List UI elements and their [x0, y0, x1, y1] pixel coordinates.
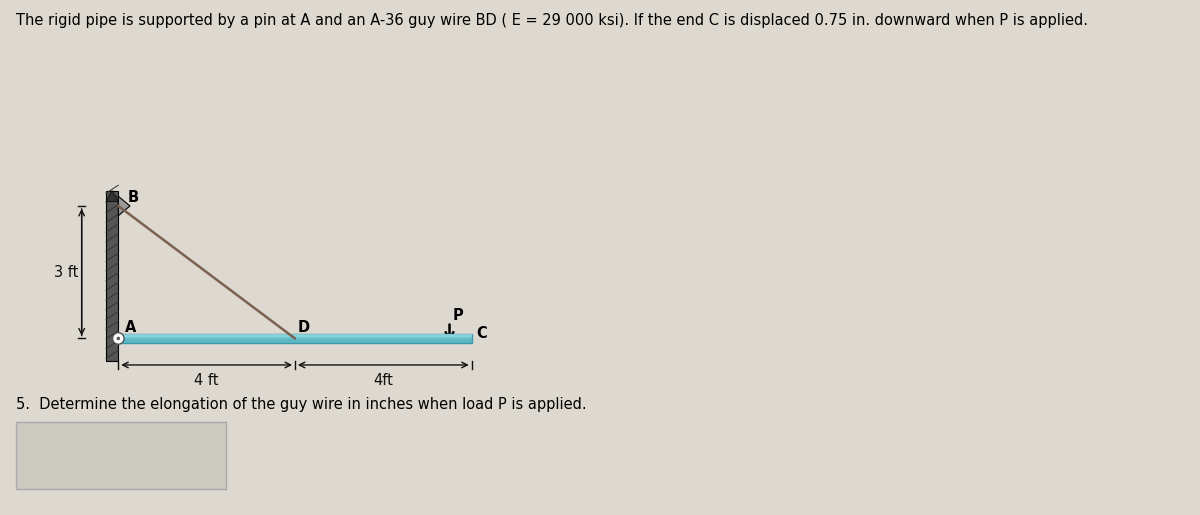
Text: 4 ft: 4 ft [194, 373, 218, 388]
Text: 4ft: 4ft [373, 373, 394, 388]
Text: 5.  Determine the elongation of the guy wire in inches when load P is applied.: 5. Determine the elongation of the guy w… [16, 397, 587, 411]
Text: A: A [125, 320, 137, 335]
Text: P: P [454, 308, 464, 323]
Text: B: B [127, 191, 138, 205]
Text: D: D [298, 320, 310, 335]
Polygon shape [119, 196, 130, 216]
Text: The rigid pipe is supported by a pin at A and an A-36 guy wire BD ( E = 29 000 k: The rigid pipe is supported by a pin at … [16, 13, 1087, 28]
Polygon shape [119, 339, 472, 343]
Text: C: C [476, 325, 487, 340]
Circle shape [113, 333, 124, 344]
Text: 3 ft: 3 ft [54, 265, 78, 280]
Polygon shape [119, 334, 472, 344]
Polygon shape [106, 191, 119, 201]
Polygon shape [119, 334, 472, 337]
Polygon shape [106, 191, 119, 360]
Circle shape [116, 337, 120, 340]
